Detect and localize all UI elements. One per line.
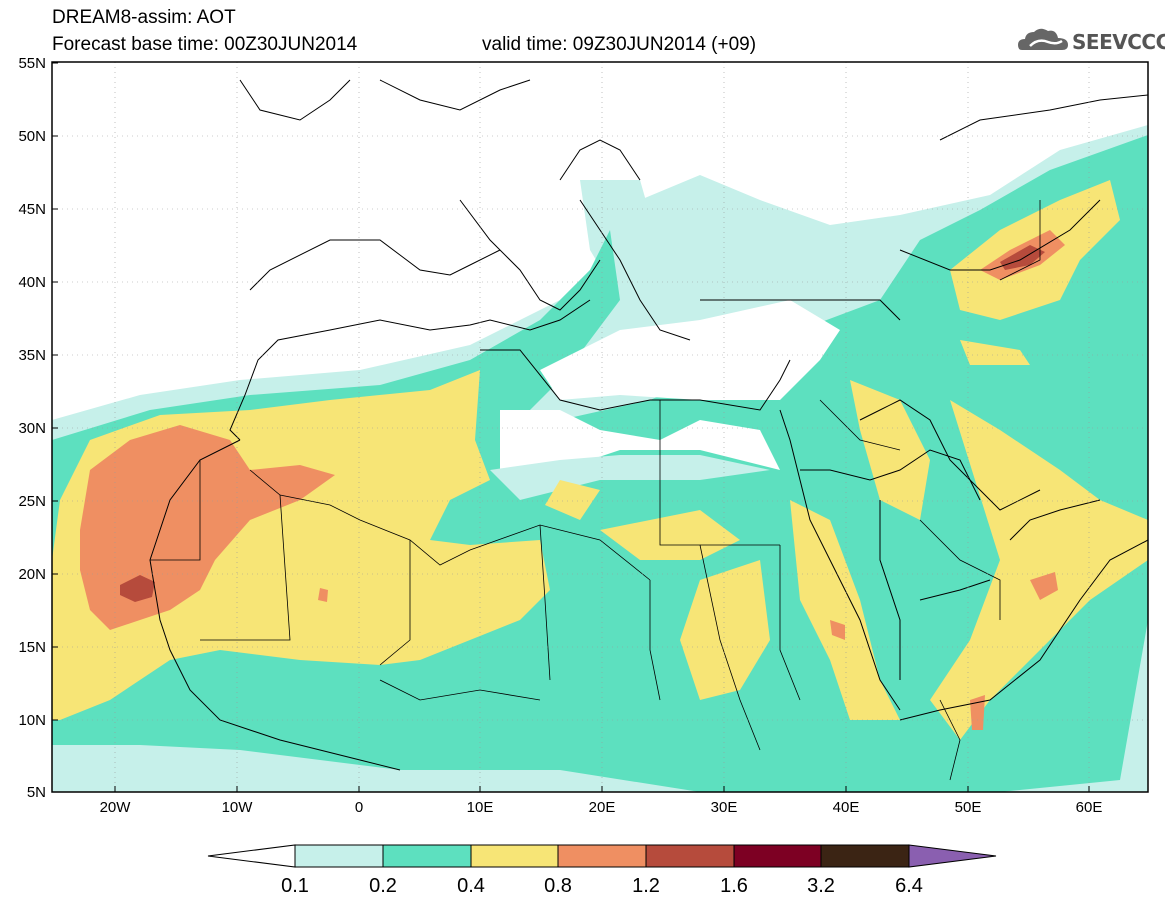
colorbar-swatch xyxy=(645,844,735,868)
colorbar-label: 0.8 xyxy=(544,875,572,897)
lat-labels: 55N 50N 45N 40N 35N 30N 25N 20N 15N 10N … xyxy=(18,55,46,801)
lon-label: 30E xyxy=(711,799,738,816)
graticule xyxy=(52,62,1148,792)
colorbar-swatch xyxy=(733,844,822,868)
lon-label: 20E xyxy=(589,799,616,816)
lat-label: 55N xyxy=(18,55,46,72)
aot-contour-1.2 xyxy=(120,575,155,602)
colorbar-swatch xyxy=(557,844,647,868)
colorbar-label: 3.2 xyxy=(807,875,835,897)
lat-label: 40N xyxy=(18,274,46,291)
colorbar-label: 0.1 xyxy=(281,875,309,897)
colorbar-label: 1.2 xyxy=(632,875,660,897)
forecast-base-time: Forecast base time: 00Z30JUN2014 xyxy=(52,34,358,55)
colorbar-label: 6.4 xyxy=(895,875,923,897)
lon-label: 50E xyxy=(955,799,982,816)
aot-field xyxy=(52,62,1148,792)
colorbar-swatch xyxy=(382,844,472,868)
colorbar-swatch xyxy=(470,844,559,868)
axis-ticks xyxy=(52,62,1090,792)
colorbar-swatch xyxy=(294,844,384,868)
lat-label: 30N xyxy=(18,420,46,437)
cloud-logo-icon xyxy=(1018,28,1068,50)
colorbar-labels: 0.1 0.2 0.4 0.8 1.2 1.6 3.2 6.4 xyxy=(281,875,923,897)
lon-label: 0 xyxy=(355,799,363,816)
lon-label: 60E xyxy=(1076,799,1103,816)
map-title: DREAM8-assim: AOT xyxy=(52,7,236,28)
lat-label: 20N xyxy=(18,566,46,583)
lon-label: 10E xyxy=(467,799,494,816)
borders xyxy=(150,200,1041,781)
colorbar xyxy=(207,844,997,868)
lat-label: 10N xyxy=(18,712,46,729)
coastlines xyxy=(149,79,1148,771)
logo-text: SEEVCCC xyxy=(1072,30,1165,54)
colorbar-over-arrow xyxy=(908,844,997,868)
map-frame xyxy=(51,61,1149,793)
lon-label: 10W xyxy=(222,799,254,816)
lat-label: 45N xyxy=(18,201,46,218)
lat-label: 5N xyxy=(27,784,46,801)
lat-label: 50N xyxy=(18,128,46,145)
valid-time: valid time: 09Z30JUN2014 (+09) xyxy=(482,34,757,55)
colorbar-label: 1.6 xyxy=(720,875,748,897)
lon-label: 20W xyxy=(100,799,132,816)
lat-label: 25N xyxy=(18,493,46,510)
lat-label: 15N xyxy=(18,639,46,656)
colorbar-swatch xyxy=(820,844,910,868)
lon-label: 40E xyxy=(833,799,860,816)
lon-labels: 20W 10W 0 10E 20E 30E 40E 50E 60E xyxy=(100,799,1103,816)
colorbar-label: 0.2 xyxy=(369,875,397,897)
lat-label: 35N xyxy=(18,347,46,364)
colorbar-under-arrow xyxy=(207,844,296,868)
colorbar-label: 0.4 xyxy=(457,875,485,897)
